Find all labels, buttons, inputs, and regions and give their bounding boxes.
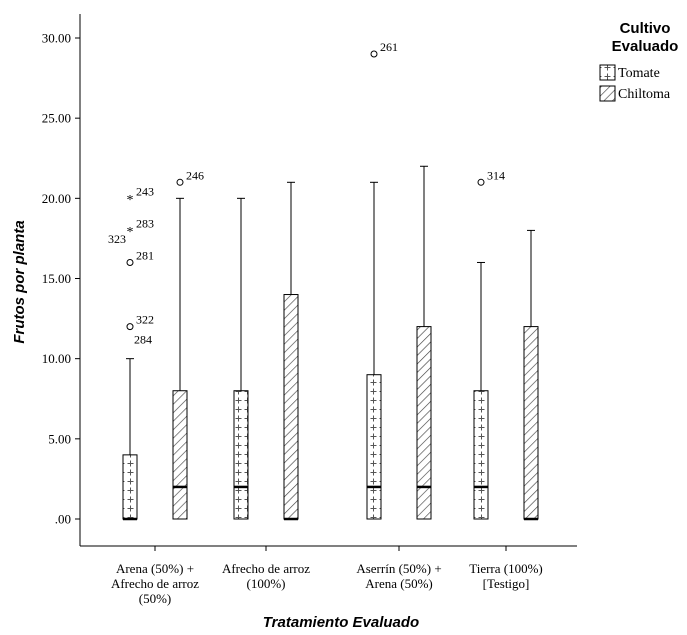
- x-category-label: Afrecho de arroz: [111, 576, 199, 591]
- outlier-circle: [126, 323, 134, 331]
- y-axis-title: Frutos por planta: [11, 220, 28, 343]
- legend-swatch-tomate: [599, 64, 616, 81]
- box-chiltoma: [172, 390, 188, 520]
- x-category-label: (100%): [247, 576, 286, 591]
- x-category-label: Aserrín (50%) +: [356, 561, 441, 576]
- x-category-label: Arena (50%) +: [116, 561, 194, 576]
- y-tick-label: 30.00: [42, 31, 71, 46]
- box-chiltoma: [523, 326, 539, 520]
- outlier-star: *: [127, 225, 134, 240]
- legend-title: Cultivo: [620, 20, 671, 37]
- outlier-label: 283: [136, 216, 154, 230]
- x-category-label: Afrecho de arroz: [222, 561, 310, 576]
- outlier-circle: [370, 50, 378, 58]
- outlier-star: *: [127, 193, 134, 208]
- x-category-label: (50%): [139, 591, 172, 606]
- outlier-circle: [176, 178, 184, 186]
- outlier-circle: [126, 258, 134, 266]
- box-tomate: [122, 454, 138, 520]
- legend-swatch-chiltoma: [599, 85, 616, 102]
- box-tomate: [233, 390, 249, 520]
- outlier-label: 261: [380, 40, 398, 54]
- box-chiltoma: [283, 294, 299, 520]
- outlier-label: 314: [487, 168, 505, 182]
- legend-item-label: Tomate: [618, 66, 660, 81]
- x-category-label: [Testigo]: [483, 576, 530, 591]
- y-tick-label: 20.00: [42, 191, 71, 206]
- outlier-label: 284: [134, 332, 152, 346]
- x-category-label: Tierra (100%): [469, 561, 543, 576]
- x-category-label: Arena (50%): [365, 576, 433, 591]
- outlier-label: 323: [108, 232, 126, 246]
- y-tick-label: 15.00: [42, 271, 71, 286]
- y-tick-label: 10.00: [42, 351, 71, 366]
- box-tomate: [366, 374, 382, 520]
- y-tick-label: 25.00: [42, 111, 71, 126]
- legend-item-label: Chiltoma: [618, 87, 671, 102]
- outlier-circle: [477, 178, 485, 186]
- outlier-label: 246: [186, 168, 204, 182]
- box-chiltoma: [416, 326, 432, 520]
- y-tick-label: .00: [55, 512, 71, 527]
- x-axis-title: Tratamiento Evaluado: [263, 614, 419, 630]
- outlier-label: 243: [136, 184, 154, 198]
- y-tick-label: 5.00: [48, 431, 71, 446]
- outlier-label: 281: [136, 248, 154, 262]
- outlier-label: 322: [136, 313, 154, 327]
- box-tomate: [473, 390, 489, 520]
- legend-title: Evaluado: [612, 38, 679, 55]
